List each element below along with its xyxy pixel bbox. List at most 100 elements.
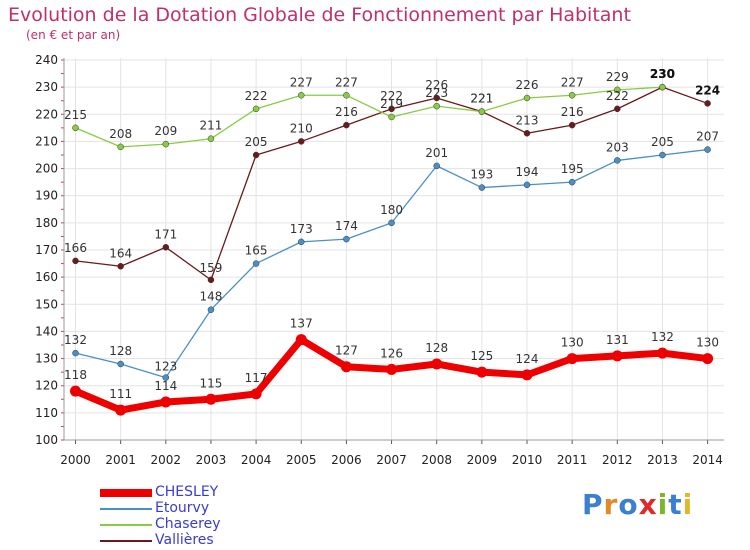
data-point <box>568 92 576 99</box>
data-label: 207 <box>696 130 719 144</box>
y-tick-label: 170 <box>35 243 58 257</box>
data-label: 226 <box>516 78 539 92</box>
data-point <box>162 374 170 381</box>
data-point <box>566 353 578 365</box>
series-line-chaserey <box>74 86 664 148</box>
data-point <box>568 178 576 186</box>
data-label: 221 <box>470 92 493 106</box>
logo-letter: x <box>638 488 658 521</box>
data-label: 111 <box>109 387 132 401</box>
data-point <box>568 121 576 129</box>
x-tick-label: 2002 <box>151 453 182 467</box>
plot-area <box>64 58 732 440</box>
data-point <box>521 369 533 381</box>
y-tick-label: 240 <box>35 53 58 67</box>
data-label: 201 <box>425 146 448 160</box>
data-label: 173 <box>290 222 313 236</box>
data-point <box>252 151 260 159</box>
data-label: 211 <box>199 119 222 133</box>
y-tick-label: 190 <box>35 189 58 203</box>
y-tick-label: 110 <box>35 406 58 420</box>
data-label: 230 <box>650 67 675 81</box>
data-point <box>523 94 531 102</box>
logo-letter: P <box>582 488 604 521</box>
data-point <box>343 235 350 243</box>
data-point <box>117 143 124 151</box>
x-tick-label: 2008 <box>421 453 452 467</box>
data-point <box>343 121 350 129</box>
logo-letter: i <box>682 488 694 521</box>
data-point <box>476 366 488 378</box>
data-label: 125 <box>470 349 493 363</box>
chart-subtitle: (en € et par an) <box>26 28 121 42</box>
legend-swatch <box>100 540 152 542</box>
x-tick-label: 2006 <box>331 453 362 467</box>
data-point <box>162 244 170 251</box>
legend-label: Vallières <box>155 532 214 548</box>
data-point <box>611 350 623 362</box>
data-point <box>388 219 395 227</box>
y-tick-label: 130 <box>35 352 58 366</box>
logo-letter: t <box>668 488 683 521</box>
data-label: 195 <box>561 162 584 176</box>
x-tick-label: 2003 <box>196 453 227 467</box>
x-tick-label: 2000 <box>60 453 91 467</box>
y-tick-label: 200 <box>35 162 58 176</box>
data-label: 221 <box>470 92 493 106</box>
data-label: 193 <box>470 168 493 182</box>
data-label: 130 <box>561 336 584 350</box>
data-label: 230 <box>650 67 675 81</box>
data-point <box>160 396 172 408</box>
data-label: 118 <box>64 368 87 382</box>
legend-swatch <box>100 508 152 510</box>
data-label: 222 <box>245 89 268 103</box>
data-point <box>614 157 621 164</box>
y-tick-label: 210 <box>35 134 58 148</box>
y-tick-label: 230 <box>35 80 58 94</box>
data-label: 128 <box>109 344 132 358</box>
data-point <box>478 184 486 191</box>
data-label: 115 <box>199 376 222 390</box>
data-point <box>386 363 398 375</box>
data-point <box>162 140 170 148</box>
y-tick-label: 150 <box>35 297 58 311</box>
data-label: 159 <box>199 261 222 275</box>
data-label: 222 <box>606 89 629 103</box>
data-label: 114 <box>154 379 177 393</box>
data-label: 205 <box>651 135 674 149</box>
data-label: 148 <box>199 290 222 304</box>
data-label: 166 <box>64 241 87 255</box>
data-label: 123 <box>154 360 177 374</box>
logo-letter: o <box>618 488 639 521</box>
data-point <box>433 102 440 110</box>
proxiti-logo: Proxiti <box>582 488 693 521</box>
legend-label: Chaserey <box>155 516 221 532</box>
y-tick-label: 100 <box>35 433 58 447</box>
data-point <box>298 92 305 99</box>
data-point <box>252 260 260 267</box>
y-tick-label: 120 <box>35 379 58 393</box>
legend-swatch <box>100 489 152 497</box>
data-label: 208 <box>109 127 132 141</box>
data-label: 132 <box>651 330 674 344</box>
y-tick-label: 140 <box>35 324 58 338</box>
data-point <box>388 105 395 113</box>
data-label: 229 <box>606 70 629 84</box>
data-point <box>388 113 395 121</box>
x-tick-label: 2004 <box>241 453 272 467</box>
data-point <box>117 263 124 270</box>
x-tick-label: 2010 <box>512 453 543 467</box>
data-label: 165 <box>245 244 268 258</box>
data-point <box>704 146 711 153</box>
data-point <box>250 388 262 400</box>
data-point <box>298 138 305 145</box>
data-point <box>656 347 668 359</box>
data-label: 132 <box>64 333 87 347</box>
data-point <box>115 404 127 416</box>
data-point <box>343 92 350 99</box>
data-label: 215 <box>64 108 87 122</box>
data-point <box>207 276 215 284</box>
data-point <box>72 349 79 357</box>
